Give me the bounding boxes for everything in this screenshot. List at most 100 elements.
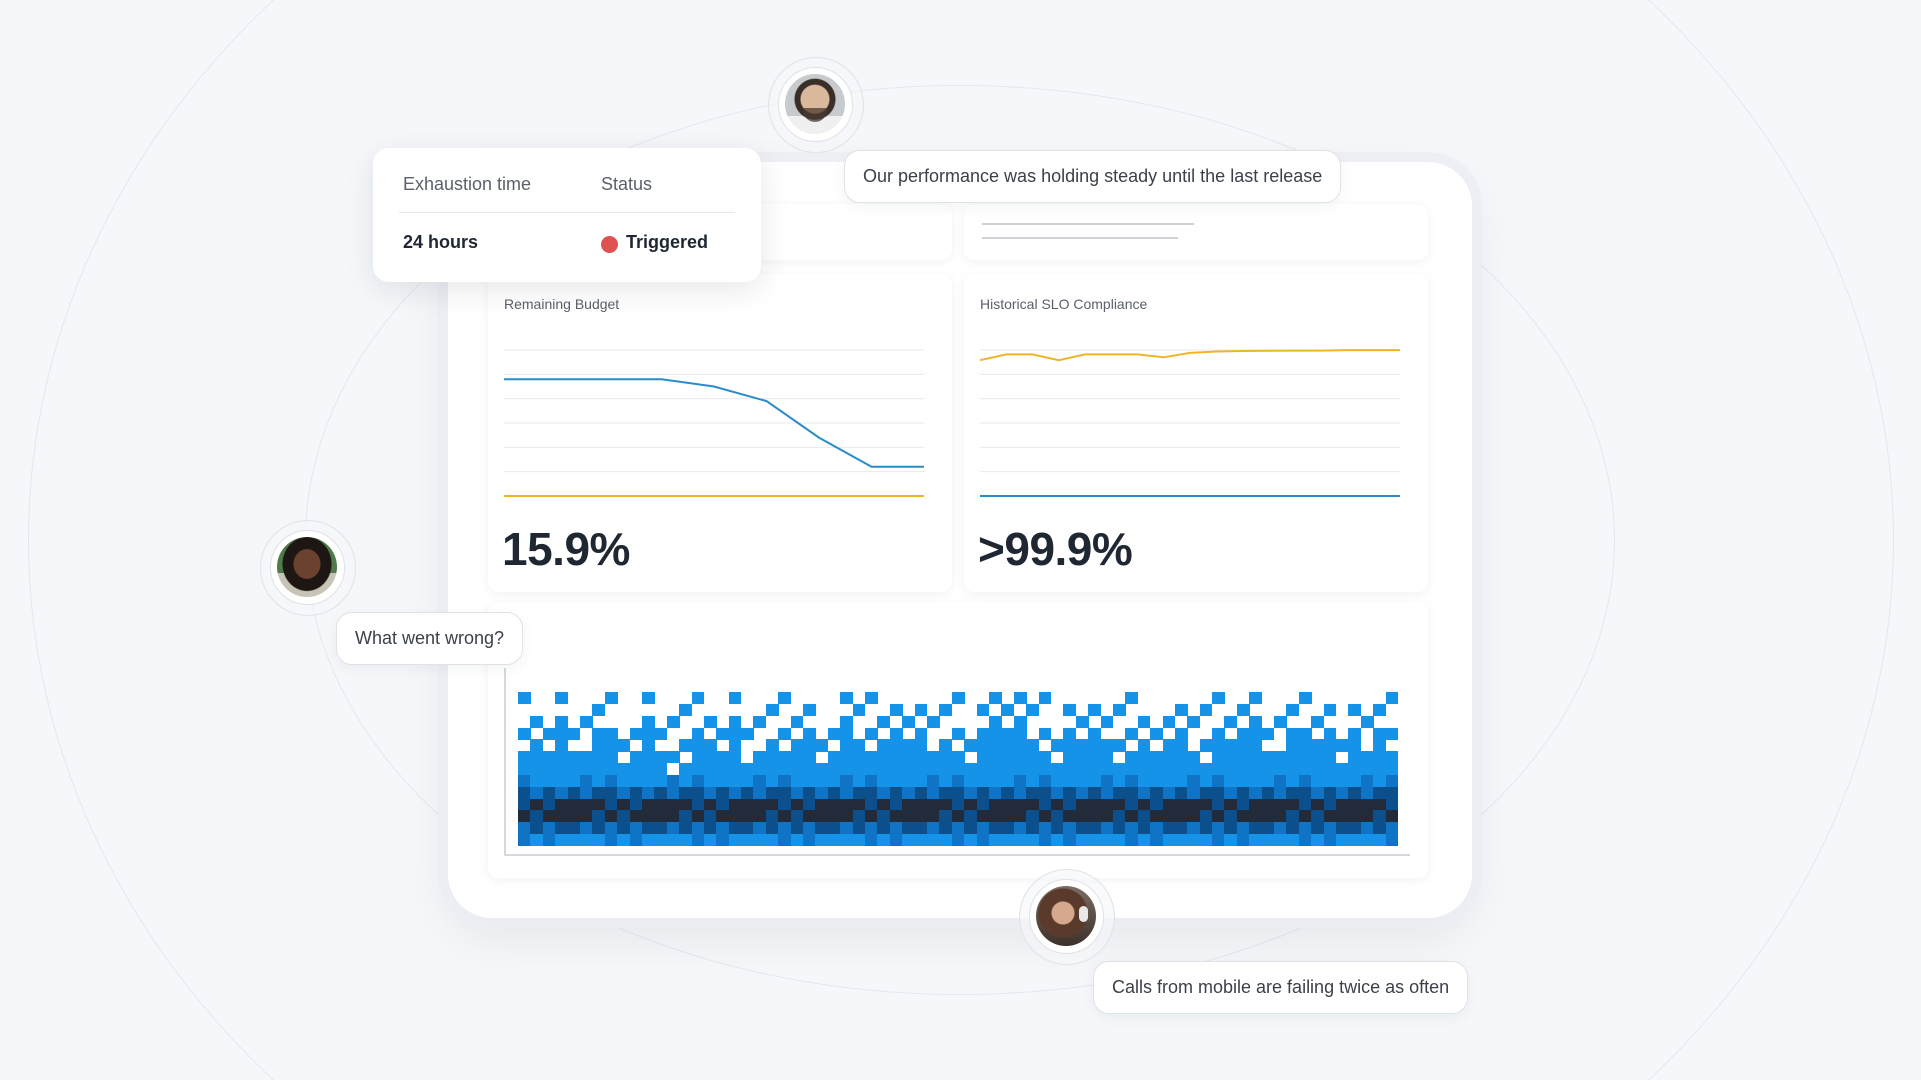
heatmap-cell: [1038, 692, 1052, 705]
heatmap-cell: [1063, 810, 1077, 823]
heatmap-cell: [617, 834, 630, 847]
heatmap-cell: [1137, 810, 1151, 823]
heatmap-cell: [1150, 786, 1163, 799]
heatmap-cell: [1199, 798, 1213, 811]
heatmap-cell: [988, 715, 1002, 728]
heatmap-cell: [1162, 798, 1176, 811]
slo-compliance-panel[interactable]: Historical SLO Compliance >99.9%: [964, 274, 1428, 592]
heatmap-cell: [1174, 751, 1188, 764]
heatmap-cell: [691, 798, 705, 811]
heatmap-cell: [1112, 774, 1126, 788]
heatmap-cell: [654, 763, 668, 776]
avatar-user-female-2[interactable]: [1019, 869, 1115, 965]
heatmap-cell: [530, 834, 544, 847]
heatmap-cell: [939, 822, 953, 835]
heatmap-cell: [542, 834, 556, 847]
heatmap-cell: [988, 751, 1002, 764]
heatmap-cell: [1187, 763, 1201, 776]
heatmap-cell: [827, 751, 841, 764]
heatmap-cell: [1050, 786, 1064, 799]
heatmap-cell: [716, 751, 730, 764]
heatmap-cell: [1236, 834, 1250, 847]
heatmap-cell: [1001, 798, 1015, 811]
heatmap-cell: [1323, 822, 1337, 835]
heatmap-cell: [629, 774, 643, 788]
avatar-user-female-1[interactable]: [260, 520, 356, 616]
heatmap-cell: [865, 763, 878, 776]
heatmap-cell: [1286, 810, 1300, 823]
heatmap-cell: [1249, 822, 1263, 835]
heatmap-cell: [988, 763, 1002, 776]
heatmap-panel[interactable]: [488, 602, 1428, 878]
heatmap-cell: [555, 692, 568, 705]
heatmap-cell: [518, 751, 531, 764]
heatmap-cell: [1249, 798, 1263, 811]
heatmap-cell: [1323, 751, 1337, 764]
heatmap-cell: [865, 727, 878, 740]
heatmap-cell: [703, 822, 717, 835]
heatmap-cell: [666, 786, 680, 799]
heatmap-cell: [1063, 786, 1077, 799]
remaining-budget-panel[interactable]: Remaining Budget 15.9%: [488, 274, 952, 592]
heatmap-cell: [1125, 692, 1139, 705]
heatmap-cell: [1112, 822, 1126, 835]
heatmap-cell: [741, 786, 754, 799]
heatmap-cell: [877, 834, 891, 847]
heatmap-cell: [1373, 798, 1386, 811]
heatmap-cell: [877, 751, 891, 764]
heatmap-cell: [803, 727, 816, 740]
heatmap-cell: [728, 751, 742, 764]
heatmap-cell: [604, 739, 618, 752]
heatmap-cell: [716, 810, 730, 823]
heatmap-cell: [914, 786, 928, 799]
heatmap-cell: [1075, 822, 1089, 835]
heatmap-axis-bottom: [504, 854, 1410, 856]
heatmap-cell: [716, 763, 730, 776]
heatmap-cell: [1199, 834, 1213, 847]
heatmap-cell: [1236, 751, 1250, 764]
heatmap-cell: [1336, 774, 1349, 788]
heatmap-cell: [753, 810, 767, 823]
heatmap-cell: [852, 834, 866, 847]
heatmap-cell: [542, 763, 556, 776]
heatmap-cell: [1063, 751, 1077, 764]
heatmap-cell: [542, 810, 556, 823]
heatmap-cell: [741, 798, 754, 811]
heatmap-cell: [1187, 774, 1201, 788]
heatmap-cell: [567, 786, 581, 799]
comment-bubble-3: Calls from mobile are failing twice as o…: [1093, 961, 1469, 1014]
heatmap-cell: [914, 739, 928, 752]
heatmap-cell: [666, 774, 680, 788]
heatmap-cell: [1385, 774, 1399, 788]
heatmap-cell: [691, 751, 705, 764]
heatmap-cell: [964, 810, 977, 823]
heatmap-cell: [1038, 774, 1052, 788]
heatmap-cell: [1100, 763, 1114, 776]
heatmap-cell: [1038, 727, 1052, 740]
heatmap-cell: [629, 727, 643, 740]
heatmap-cell: [964, 798, 977, 811]
avatar-user-male[interactable]: [768, 57, 864, 153]
heatmap-cell: [765, 774, 779, 788]
heatmap-cell: [877, 822, 891, 835]
heatmap-cell: [679, 834, 692, 847]
heatmap-cell: [1224, 763, 1238, 776]
heatmap-cell: [1075, 739, 1089, 752]
heatmap-cell: [1038, 834, 1052, 847]
heatmap-cell: [641, 727, 655, 740]
heatmap-cell: [1013, 774, 1027, 788]
heatmap-cell: [1249, 692, 1263, 705]
placeholder-panel-right: [964, 204, 1428, 260]
heatmap-cell: [927, 798, 940, 811]
heatmap-cell: [1298, 727, 1312, 740]
heatmap-cell: [1360, 834, 1374, 847]
heatmap-cell: [1162, 715, 1176, 728]
heatmap-cell: [1187, 834, 1201, 847]
remaining-budget-chart: [504, 349, 924, 497]
panel-title: Remaining Budget: [504, 296, 620, 312]
heatmap-cell: [716, 786, 730, 799]
heatmap-cell: [1298, 798, 1312, 811]
heatmap-cell: [1026, 834, 1039, 847]
heatmap-cell: [914, 798, 928, 811]
heatmap-cell: [815, 774, 829, 788]
